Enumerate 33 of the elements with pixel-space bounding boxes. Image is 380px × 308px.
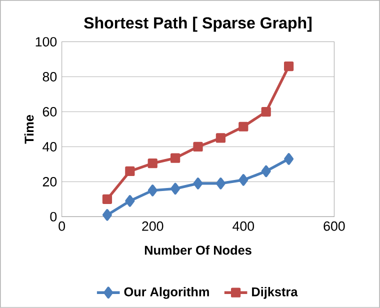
y-tick-label: 20 (42, 177, 57, 186)
point (238, 122, 248, 132)
point (216, 178, 226, 190)
point (102, 209, 112, 221)
point (125, 195, 135, 207)
chart-title: Shortest Path [ Sparse Graph] (84, 16, 312, 32)
x-tick-label: 600 (324, 221, 345, 231)
point (238, 174, 248, 186)
x-tick-label: 0 (58, 221, 66, 231)
y-tick-label: 100 (36, 37, 57, 47)
point (261, 107, 271, 117)
y-tick-label: 60 (42, 107, 57, 117)
point (102, 194, 112, 204)
point (284, 62, 294, 72)
point (284, 153, 294, 165)
legend-label: Our Algorithm (124, 287, 209, 299)
point (261, 165, 271, 178)
point (148, 184, 158, 196)
x-tick-label: 400 (232, 221, 254, 231)
point (148, 158, 158, 168)
x-tick-label: 200 (142, 221, 164, 231)
x-axis-title: Number Of Nodes (144, 245, 252, 255)
point (170, 182, 180, 195)
point (216, 133, 226, 143)
y-tick-label: 80 (42, 72, 57, 82)
point (193, 178, 203, 190)
y-tick-label: 40 (42, 142, 57, 152)
y-axis-title: Time (24, 115, 34, 144)
point (125, 166, 135, 176)
y-tick-label: 0 (50, 212, 57, 222)
point (193, 142, 203, 152)
point (170, 153, 180, 163)
legend-label: Dijkstra (252, 287, 298, 299)
